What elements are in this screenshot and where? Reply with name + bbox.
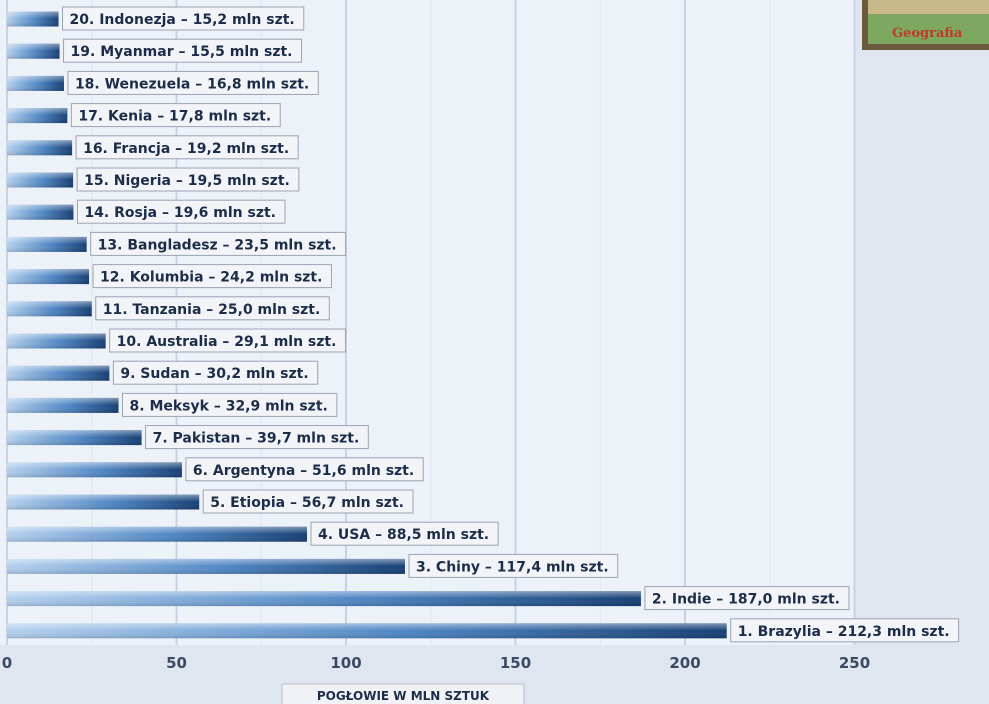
bar-label-box <box>70 103 281 128</box>
bar-label-text: 9. Sudan – 30,2 mln szt. <box>120 366 308 382</box>
bar-label-box <box>644 586 850 611</box>
bar-shine <box>7 172 74 188</box>
bar-label: 8. Meksyk – 32,9 mln szt. <box>122 392 338 417</box>
bar-label: 11. Tanzania – 25,0 mln szt. <box>95 296 330 321</box>
bar-label-box <box>202 489 414 514</box>
bar-label: 5. Etiopia – 56,7 mln szt. <box>202 489 414 514</box>
bar-label: 4. USA – 88,5 mln szt. <box>310 521 499 546</box>
x-tick-label: 150 <box>500 654 531 672</box>
bar-label-text: 12. Kolumbia – 24,2 mln szt. <box>100 270 322 286</box>
bar-shine <box>7 301 92 317</box>
bar-label: 15. Nigeria – 19,5 mln szt. <box>76 167 300 192</box>
bar-label: 18. Wenezuela – 16,8 mln szt. <box>67 70 319 95</box>
bar-label-box <box>76 199 286 224</box>
bar-label-box <box>76 167 300 192</box>
bar-label-box <box>90 231 347 256</box>
bar-label-text: 19. Myanmar – 15,5 mln szt. <box>71 44 293 60</box>
bar-label-box <box>92 264 332 289</box>
bar-label-text: 1. Brazylia – 212,3 mln szt. <box>738 624 950 640</box>
bar-label-text: 3. Chiny – 117,4 mln szt. <box>416 559 609 575</box>
bar-label-text: 11. Tanzania – 25,0 mln szt. <box>103 302 321 318</box>
bar-shine <box>7 236 87 252</box>
x-tick-label: 100 <box>330 654 361 672</box>
bar-label-box <box>109 328 346 353</box>
bar-label-box <box>185 457 424 482</box>
bar-shine <box>7 494 200 510</box>
x-axis-label-box <box>281 683 525 704</box>
bar-label-box <box>408 553 619 578</box>
bar-shine <box>7 462 182 478</box>
bar-label-box <box>63 38 303 63</box>
bar-label-text: 4. USA – 88,5 mln szt. <box>318 527 489 543</box>
bar-shine <box>7 333 106 349</box>
x-axis-ticks: 0 50 100 150 200 250 <box>2 654 870 672</box>
bar-label-text: 2. Indie – 187,0 mln szt. <box>652 592 840 608</box>
bar-label-text: 20. Indonezja – 15,2 mln szt. <box>70 12 295 28</box>
bar-label-box <box>112 360 319 385</box>
bar-label-box <box>67 70 319 95</box>
x-axis-label: POGŁOWIE W MLN SZTUK <box>317 689 490 703</box>
bar-shine <box>7 108 68 124</box>
bar-label: 19. Myanmar – 15,5 mln szt. <box>63 38 303 63</box>
bar-label-box <box>730 618 960 643</box>
bars-group <box>7 11 727 639</box>
bar-label: 14. Rosja – 19,6 mln szt. <box>76 199 286 224</box>
bar-label: 17. Kenia – 17,8 mln szt. <box>70 103 281 128</box>
bar-shine <box>7 365 110 381</box>
bar-label-box <box>62 6 305 31</box>
x-tick-label: 50 <box>166 654 187 672</box>
bar-label-box <box>310 521 499 546</box>
bar-shine <box>7 11 59 27</box>
bar-shine <box>7 75 64 91</box>
bar-shine <box>7 558 405 574</box>
bar-shine <box>7 526 308 542</box>
bar-label-box <box>75 135 299 160</box>
bar-label-text: 18. Wenezuela – 16,8 mln szt. <box>75 76 309 92</box>
x-tick-label: 250 <box>839 654 870 672</box>
bar-label-text: 17. Kenia – 17,8 mln szt. <box>78 109 271 125</box>
bar-label-text: 14. Rosja – 19,6 mln szt. <box>84 205 276 221</box>
bar-shine <box>7 591 641 607</box>
bar-label: 10. Australia – 29,1 mln szt. <box>109 328 346 353</box>
bar-shine <box>7 430 142 446</box>
bar-label: 12. Kolumbia – 24,2 mln szt. <box>92 264 332 289</box>
geografia-logo: Geografia <box>862 0 989 50</box>
bar-label: 13. Bangladesz – 23,5 mln szt. <box>90 231 347 256</box>
bar-shine <box>7 204 74 220</box>
plot-area <box>0 0 855 645</box>
bar-label: 3. Chiny – 117,4 mln szt. <box>408 553 619 578</box>
bar-shine <box>7 623 727 639</box>
bar-label: 7. Pakistan – 39,7 mln szt. <box>145 425 369 450</box>
bar-label: 1. Brazylia – 212,3 mln szt. <box>730 618 960 643</box>
bar-label: 16. Francja – 19,2 mln szt. <box>75 135 299 160</box>
bar-label-text: 8. Meksyk – 32,9 mln szt. <box>130 398 328 414</box>
bar-label-box <box>145 425 369 450</box>
bar-label-text: 5. Etiopia – 56,7 mln szt. <box>210 495 404 511</box>
bar-label-text: 15. Nigeria – 19,5 mln szt. <box>84 173 290 189</box>
bar-shine <box>7 397 119 413</box>
bar-label-text: 6. Argentyna – 51,6 mln szt. <box>193 463 414 479</box>
x-tick-label: 0 <box>2 654 12 672</box>
bar-label: 20. Indonezja – 15,2 mln szt. <box>62 6 305 31</box>
bar-label-box <box>122 392 338 417</box>
bar-shine <box>7 269 90 285</box>
bar-label-text: 13. Bangladesz – 23,5 mln szt. <box>98 237 337 253</box>
logo-text: Geografia <box>892 26 963 41</box>
bar-label-text: 10. Australia – 29,1 mln szt. <box>117 334 337 350</box>
x-tick-label: 200 <box>669 654 700 672</box>
bar-shine <box>7 140 73 156</box>
bar-label: 6. Argentyna – 51,6 mln szt. <box>185 457 424 482</box>
bar-labels-group: 20. Indonezja – 15,2 mln szt. 19. Myanmar… <box>62 6 960 643</box>
bar-label-text: 16. Francja – 19,2 mln szt. <box>83 141 289 157</box>
bar-label: 9. Sudan – 30,2 mln szt. <box>112 360 319 385</box>
bar-label: 2. Indie – 187,0 mln szt. <box>644 586 850 611</box>
bar-label-box <box>95 296 330 321</box>
bar-shine <box>7 43 60 59</box>
bar-label-text: 7. Pakistan – 39,7 mln szt. <box>153 431 360 447</box>
